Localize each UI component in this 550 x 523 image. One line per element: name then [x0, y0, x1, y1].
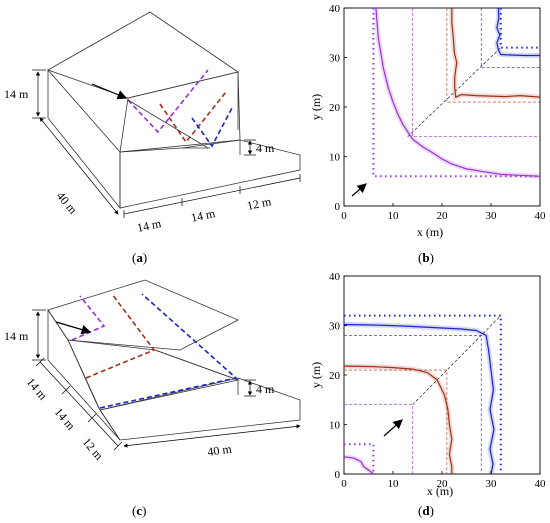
x-tick-label-d: 40	[535, 478, 547, 490]
start-arrow-b	[351, 183, 367, 197]
x-tick-label-d: 30	[486, 478, 498, 490]
caption-b: (b)	[418, 250, 434, 265]
plot-d-ylabel: y (m)	[309, 362, 323, 388]
series-line-d-brown	[343, 365, 453, 474]
plot-b-ticks: 0 10 20 30 40 0 10 20 30 40	[329, 3, 546, 222]
dim-step2-a: 14 m	[190, 206, 217, 225]
slope-top-face-c	[47, 279, 239, 351]
series-band-d-brown	[343, 363, 455, 474]
dim-step1-a: 14 m	[136, 216, 163, 235]
x-tick-label-d: 20	[437, 478, 449, 490]
y-tick-label-b: 0	[335, 201, 341, 213]
plot-d-ticks: 0 10 20 30 40 0 10 20 30 40	[329, 271, 546, 490]
dim-step2-c: 14 m	[52, 405, 79, 433]
series-band-d-purple	[343, 454, 375, 476]
purple-guide-b	[412, 8, 540, 137]
plot-b-xlabel: x (m)	[417, 225, 443, 239]
x-tick-label-b: 0	[341, 210, 347, 222]
series-line-b-purple	[375, 7, 541, 177]
purple-path-c	[71, 295, 106, 341]
dim-height-a: 14 m	[4, 87, 29, 101]
y-tick-label-d: 0	[335, 469, 341, 481]
caption-d: (d)	[418, 503, 434, 518]
dim-height-c: 14 m	[4, 329, 29, 343]
panel-d-plot: 0 10 20 30 40 0 10 20 30 40 x (m) y (m)	[309, 271, 546, 498]
y-tick-label-b: 30	[329, 53, 341, 65]
dim-step3-a: 12 m	[246, 194, 273, 213]
blue-guide-b	[480, 8, 540, 68]
series-line-d-blue	[343, 323, 495, 475]
flow-arrow-a	[91, 83, 128, 100]
purple-path-a	[127, 69, 209, 134]
x-tick-label-d: 10	[388, 478, 400, 490]
dim-step3-c: 12 m	[80, 435, 107, 463]
purple-boundary-b	[372, 8, 540, 178]
plot-d-guides	[344, 314, 502, 474]
panel-b-plot: 0 10 20 30 40 0 10 20 30 40 x (m) y (m)	[309, 3, 546, 239]
blue-path-c	[99, 293, 238, 409]
purple-guide-d	[344, 404, 413, 474]
panel-c-diagram: 14 m 14 m 14 m 12 m 40 m 4 m	[4, 279, 301, 463]
x-tick-label-b: 30	[486, 210, 498, 222]
panel-a-diagram: 14 m 40 m 14 m 14 m 12 m 4 m	[4, 11, 301, 235]
series-line-d-purple	[343, 456, 374, 475]
slope-face	[119, 71, 241, 153]
dim-length-a: 40 m	[54, 189, 81, 217]
series-band-b-purple	[373, 7, 541, 179]
plot-d-series	[343, 322, 497, 476]
caption-c: (c)	[132, 503, 146, 518]
plot-b-series	[373, 7, 541, 179]
y-tick-label-d: 20	[329, 370, 341, 382]
y-tick-label-d: 30	[329, 321, 341, 333]
dim-length-c: 40 m	[206, 442, 233, 459]
dim-rise-a: 4 m	[256, 141, 275, 155]
y-tick-label-b: 40	[329, 3, 341, 15]
slope-front-face-c	[99, 377, 301, 441]
series-band-d-blue	[343, 322, 497, 475]
series-line-b-brown	[451, 8, 541, 98]
series-line-b-blue	[496, 7, 540, 57]
slope-front-face	[119, 139, 301, 209]
caption-a: (a)	[132, 250, 147, 265]
x-tick-label-d: 0	[341, 478, 347, 490]
x-tick-label-b: 20	[437, 210, 449, 222]
dim-step1-c: 14 m	[24, 375, 51, 403]
brown-path-c	[85, 293, 156, 379]
diagonal-guide-d	[412, 315, 502, 405]
dim-rise-c: 4 m	[256, 382, 275, 396]
brown-guide-d	[344, 369, 448, 474]
blue-path-a	[191, 107, 233, 148]
x-tick-label-b: 10	[388, 210, 400, 222]
slope-top-face	[47, 11, 239, 99]
x-tick-label-b: 40	[535, 210, 547, 222]
plot-d-xlabel: x (m)	[427, 484, 453, 498]
blue-boundary-b	[499, 8, 540, 49]
plot-b-guides	[372, 8, 540, 178]
flow-arrow-c	[55, 321, 92, 335]
brown-path-a	[159, 91, 227, 144]
y-tick-label-b: 20	[329, 102, 341, 114]
y-tick-label-b: 10	[329, 152, 341, 164]
diagonal-guide-b	[407, 47, 502, 137]
brown-guide-b	[446, 8, 540, 103]
plot-b-ylabel: y (m)	[309, 94, 323, 120]
series-band-b-blue	[494, 7, 540, 58]
start-arrow-d	[383, 419, 403, 437]
y-tick-label-d: 10	[329, 420, 341, 432]
y-tick-label-d: 40	[329, 271, 341, 283]
